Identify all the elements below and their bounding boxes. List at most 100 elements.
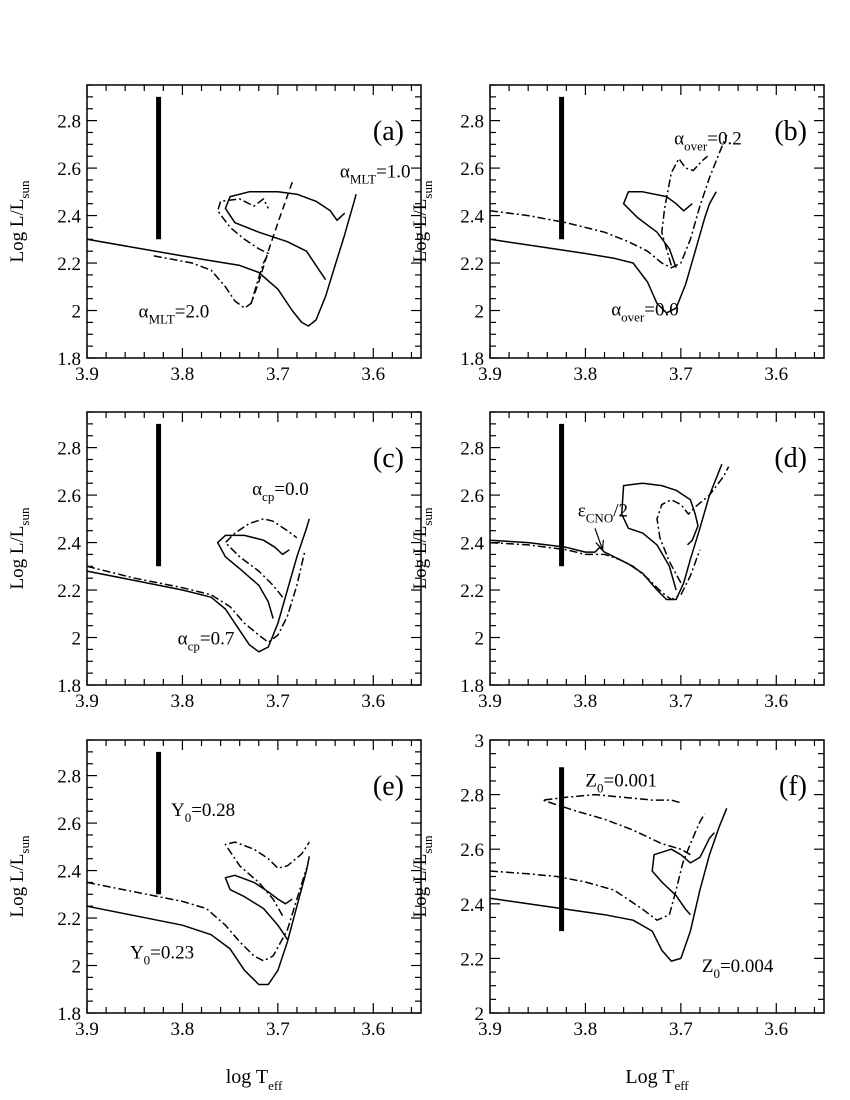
y-tick-label: 1.8 xyxy=(57,349,81,370)
y-tick-label: 2.6 xyxy=(57,814,81,835)
x-tick-label: 3.7 xyxy=(669,364,693,385)
x-tick-label: 3.6 xyxy=(361,1019,385,1040)
x-tick-label: 3.6 xyxy=(361,364,385,385)
x-tick-label: 3.9 xyxy=(75,1019,99,1040)
series-line-dashdot-2 xyxy=(489,541,701,601)
annotation-value: =0.28 xyxy=(191,800,235,821)
series-line-dashdot-2 xyxy=(86,551,306,644)
x-tick-label: 3.6 xyxy=(764,1019,788,1040)
series-line-solid-0 xyxy=(489,808,728,962)
series-line-solid-1 xyxy=(224,874,293,940)
series-line-dashdot-2 xyxy=(86,867,308,962)
panel-a: 3.9 3.8 3.7 3.61.822.22.42.62.8αMLT=1.0αMLT… xyxy=(57,84,422,385)
series-line-dashdot-2 xyxy=(489,813,706,921)
annotation-symbol: Z xyxy=(585,770,597,791)
x-tick-label: 3.7 xyxy=(669,691,693,712)
annotation-subscript: CNO xyxy=(586,510,613,525)
series-line-dashdot-3 xyxy=(541,793,691,856)
x-tick-label: 3.7 xyxy=(266,364,290,385)
series-line-dashdot-2 xyxy=(489,134,728,269)
series-line-dashdot-3 xyxy=(656,466,730,584)
series-annotation: αcp=0.0 xyxy=(252,479,309,504)
series-line-solid-1 xyxy=(622,191,693,269)
x-axis-label-main: Log T xyxy=(625,1066,674,1088)
annotation-symbol: Z xyxy=(702,956,714,977)
y-axis-label-main: Log L/L xyxy=(7,199,28,263)
panel-f: 3.9 3.8 3.7 3.622.22.42.62.83Z0=0.001Z0=0.0… xyxy=(460,731,825,1040)
annotation-value: =0.004 xyxy=(720,956,774,977)
y-tick-label: 2.2 xyxy=(460,254,484,275)
annotation-value: /2 xyxy=(613,500,628,521)
series-annotation: αover=0.2 xyxy=(674,128,742,153)
x-tick-label: 3.6 xyxy=(361,691,385,712)
y-axis-label-sub: sun xyxy=(17,180,32,199)
y-tick-label: 2.2 xyxy=(57,909,81,930)
y-tick-label: 2 xyxy=(475,302,485,323)
y-tick-label: 2.6 xyxy=(57,486,81,507)
plot-frame xyxy=(86,84,422,359)
annotation-subscript: cp xyxy=(262,489,274,504)
y-axis-label-sub: sun xyxy=(420,180,435,199)
series-line-solid-1 xyxy=(651,832,715,916)
annotation-symbol: ε xyxy=(578,500,586,521)
y-axis-label-main: Log L/L xyxy=(410,854,431,918)
y-tick-label: 2.8 xyxy=(57,767,81,788)
x-tick-label: 3.9 xyxy=(478,364,502,385)
y-tick-label: 2.6 xyxy=(460,486,484,507)
series-line-dashdot-3 xyxy=(224,841,310,917)
annotation-value: =0.2 xyxy=(707,128,741,149)
series-annotation: Z0=0.001 xyxy=(585,770,657,795)
y-tick-label: 2.8 xyxy=(460,439,484,460)
panel-c: 3.9 3.8 3.7 3.61.822.22.42.62.8αcp=0.0αcp=0… xyxy=(57,411,422,712)
x-tick-label: 3.8 xyxy=(574,691,598,712)
series-annotation: αMLT=2.0 xyxy=(139,302,210,327)
y-tick-label: 2.4 xyxy=(460,895,484,916)
x-tick-label: 3.9 xyxy=(75,691,99,712)
annotation-symbol: α xyxy=(139,302,149,323)
y-tick-label: 1.8 xyxy=(57,1004,81,1025)
annotation-subscript: MLT xyxy=(149,312,175,327)
x-axis-label: Log Teff xyxy=(625,1066,689,1093)
panel-label: (f) xyxy=(779,771,807,802)
y-axis-label-main: Log L/L xyxy=(7,526,28,590)
x-tick-label: 3.7 xyxy=(669,1019,693,1040)
plot-frame xyxy=(86,411,422,686)
x-axis-label: log Teff xyxy=(226,1066,283,1093)
annotation-value: =2.0 xyxy=(175,302,209,323)
series-line-solid-1 xyxy=(216,534,290,619)
annotation-symbol: α xyxy=(674,128,684,149)
x-tick-label: 3.6 xyxy=(764,364,788,385)
annotation-subscript: 0 xyxy=(185,810,192,825)
y-axis-label-sub: sun xyxy=(420,835,435,854)
y-axis-label-sub: sun xyxy=(17,835,32,854)
y-tick-label: 2 xyxy=(72,629,82,650)
y-tick-label: 2 xyxy=(72,957,82,978)
y-tick-label: 2.2 xyxy=(460,581,484,602)
annotation-subscript: over xyxy=(684,138,708,153)
annotation-arrow-shaft xyxy=(594,528,604,550)
y-tick-label: 1.8 xyxy=(460,349,484,370)
x-axis-label-sub: eff xyxy=(674,1078,689,1093)
panel-label: (c) xyxy=(373,443,404,474)
y-tick-label: 2.2 xyxy=(57,254,81,275)
series-line-solid-0 xyxy=(86,856,311,986)
y-tick-label: 2.6 xyxy=(460,159,484,180)
y-tick-label: 2.8 xyxy=(57,439,81,460)
x-tick-label: 3.8 xyxy=(171,1019,195,1040)
annotation-symbol: α xyxy=(340,162,350,183)
y-axis-label-main: Log L/L xyxy=(410,526,431,590)
annotation-arrow-head xyxy=(595,539,604,552)
y-tick-label: 2.6 xyxy=(57,159,81,180)
y-axis-label: Log L/Lsun xyxy=(410,180,435,262)
series-line-solid-1 xyxy=(224,191,346,281)
y-axis-label-sub: sun xyxy=(420,507,435,526)
series-annotation: αMLT=1.0 xyxy=(340,162,411,187)
annotation-value: =0.0 xyxy=(644,299,678,320)
series-line-dashdot-3 xyxy=(224,518,298,598)
x-tick-label: 3.8 xyxy=(171,691,195,712)
y-tick-label: 2.4 xyxy=(460,534,484,555)
y-tick-label: 2.8 xyxy=(460,112,484,133)
panel-e: 3.9 3.8 3.7 3.61.822.22.42.62.8Y0=0.28Y0=0.… xyxy=(57,739,422,1040)
series-line-dashdot-2 xyxy=(153,198,270,309)
x-tick-label: 3.8 xyxy=(574,1019,598,1040)
